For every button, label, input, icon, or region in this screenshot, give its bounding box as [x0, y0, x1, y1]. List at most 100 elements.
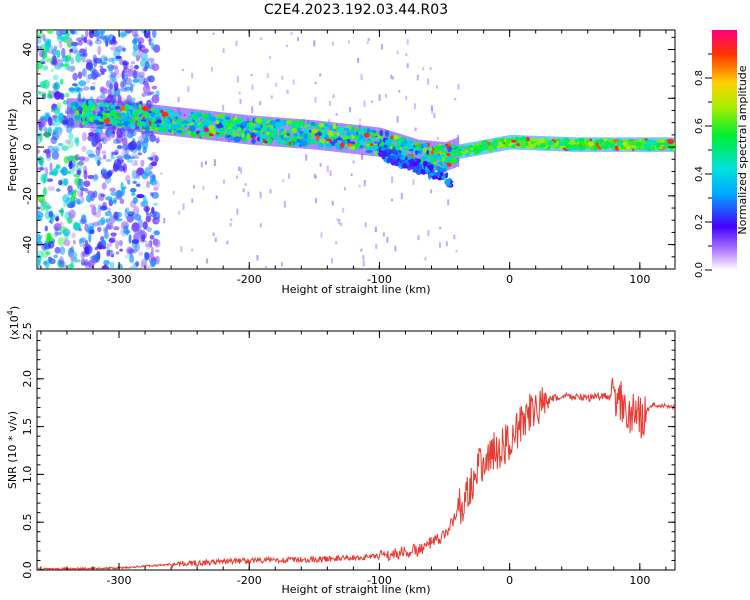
ridge-cell — [268, 135, 271, 140]
ridge-cell — [130, 122, 134, 125]
noise-cell — [137, 51, 142, 59]
noise-cell — [143, 205, 150, 212]
noise-cell — [141, 140, 149, 150]
speck-cell — [297, 37, 299, 41]
noise-cell — [151, 155, 159, 162]
noise-cell — [110, 253, 115, 258]
noise-cell — [37, 44, 39, 53]
ridge-cell — [155, 108, 160, 113]
noise-cell — [78, 80, 87, 87]
ridge-cell — [468, 148, 471, 151]
speck-cell — [292, 79, 295, 85]
ridge-cell — [139, 121, 146, 126]
ridge-cell — [279, 128, 285, 132]
ridge-cell — [124, 103, 130, 111]
noise-cell — [143, 251, 149, 257]
noise-cell — [137, 152, 143, 156]
noise-cell — [93, 190, 98, 198]
noise-cell — [57, 237, 66, 246]
ridge-cell — [320, 130, 326, 137]
noise-cell — [127, 248, 135, 254]
speck-cell — [236, 76, 239, 83]
ridge-cell — [419, 148, 423, 153]
noise-cell — [146, 180, 150, 189]
ridge-cell — [500, 138, 505, 141]
ridge-cell — [105, 123, 113, 127]
noise-cell — [55, 188, 61, 192]
ridge-halo — [95, 99, 97, 129]
ridge-cell — [305, 124, 312, 127]
noise-cell — [79, 48, 87, 54]
noise-cell — [65, 30, 72, 37]
speck-cell — [215, 195, 218, 200]
branch-cell — [422, 160, 428, 167]
noise-cell — [87, 190, 95, 197]
ridge-cell — [193, 121, 197, 127]
speck-cell — [242, 188, 245, 193]
ridge-cell — [397, 140, 402, 147]
noise-cell — [123, 154, 131, 160]
noise-cell — [114, 67, 119, 75]
branch-cell — [393, 160, 398, 166]
speck-cell — [244, 183, 247, 186]
ridge-cell — [282, 140, 285, 144]
snr-line — [37, 377, 675, 570]
speck-cell — [453, 234, 456, 240]
noise-cell — [124, 73, 129, 79]
noise-cell — [52, 115, 58, 121]
ridge-cell — [135, 117, 139, 120]
noise-cell — [37, 233, 42, 243]
noise-cell — [107, 207, 111, 214]
noise-cell — [146, 265, 153, 269]
noise-cell — [124, 254, 130, 259]
noise-cell — [99, 68, 107, 73]
noise-cell — [132, 78, 140, 84]
ridge-cell — [450, 143, 457, 149]
ridge-halo — [351, 124, 353, 154]
ridge-cell — [142, 116, 145, 120]
ridge-cell — [93, 116, 101, 120]
speck-cell — [240, 167, 243, 174]
noise-cell — [37, 63, 39, 70]
noise-cell — [132, 69, 138, 79]
noise-cell — [101, 169, 106, 175]
x-tick-label: -100 — [367, 574, 392, 587]
noise-cell — [53, 223, 62, 232]
speck-cell — [251, 84, 254, 91]
noise-cell — [107, 169, 112, 178]
ridge-cell — [232, 129, 236, 136]
noise-cell — [48, 171, 56, 176]
noise-cell — [68, 209, 76, 219]
ridge-cell — [363, 132, 370, 138]
y-tick-label: -20 — [21, 187, 34, 205]
speck-cell — [328, 101, 331, 107]
noise-cell — [129, 140, 137, 151]
noise-cell — [120, 181, 124, 192]
ridge-cell — [464, 149, 469, 154]
noise-cell — [37, 137, 42, 145]
ridge-cell — [192, 116, 199, 121]
ridge-cell — [272, 135, 278, 141]
branch-cell — [445, 179, 451, 186]
speck-cell — [259, 223, 262, 228]
ridge-cell — [175, 112, 179, 118]
speck-cell — [375, 244, 378, 249]
noise-cell — [54, 246, 61, 254]
speck-cell — [364, 222, 367, 228]
ridge-cell — [420, 156, 428, 160]
speck-cell — [378, 94, 381, 101]
noise-cell — [99, 205, 108, 211]
noise-cell — [42, 65, 49, 71]
ridge-cell — [290, 138, 294, 142]
ridge-cell — [203, 127, 209, 132]
noise-cell — [132, 40, 138, 45]
noise-cell — [130, 131, 137, 136]
speck-cell — [191, 248, 194, 252]
noise-cell — [125, 175, 131, 182]
speck-cell — [285, 44, 288, 48]
speck-cell — [214, 237, 217, 242]
noise-cell — [106, 242, 113, 248]
ridge-cell — [203, 121, 211, 126]
noise-cell — [61, 55, 69, 63]
noise-cell — [100, 193, 106, 198]
